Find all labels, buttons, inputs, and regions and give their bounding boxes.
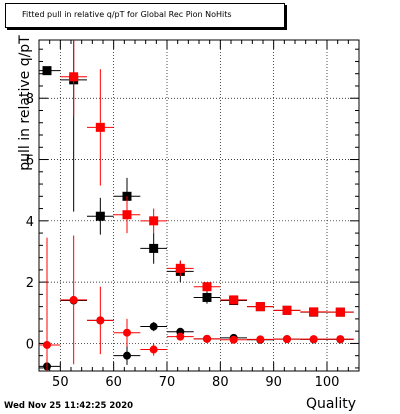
square-marker xyxy=(95,211,105,221)
square-marker xyxy=(69,72,79,82)
plot-frame xyxy=(38,39,360,372)
x-tick-label: 70 xyxy=(159,375,176,390)
square-marker xyxy=(335,307,345,317)
y-axis-label: pull in relative q/pT xyxy=(17,35,33,171)
x-tick-label: 50 xyxy=(52,375,69,390)
chart-title: Fitted pull in relative q/pT for Global … xyxy=(22,10,232,19)
x-axis-label: Quality xyxy=(306,396,357,412)
x-tick-label: 100 xyxy=(315,375,340,390)
tick-labels: 50 60 70 80 90 100 0 2 4 6 8 xyxy=(26,92,340,390)
circle-marker xyxy=(309,335,318,344)
x-tick-label: 90 xyxy=(265,375,282,390)
axis-ticks xyxy=(38,40,360,371)
square-marker xyxy=(42,66,52,76)
circle-marker xyxy=(283,335,291,344)
circle-marker xyxy=(69,295,78,304)
square-marker xyxy=(202,292,212,302)
square-marker xyxy=(122,210,132,220)
circle-marker xyxy=(256,335,265,344)
square-marker xyxy=(255,302,265,312)
circle-marker xyxy=(123,351,131,360)
y-tick-label: 2 xyxy=(26,276,34,291)
circle-marker xyxy=(203,334,211,343)
grid-lines xyxy=(39,40,359,371)
circle-marker xyxy=(123,328,131,337)
circle-marker xyxy=(149,322,158,331)
circle-marker xyxy=(336,335,345,344)
y-tick-label: 6 xyxy=(26,154,34,169)
square-marker xyxy=(282,305,292,315)
square-marker xyxy=(149,216,159,226)
title-box: Fitted pull in relative q/pT for Global … xyxy=(5,3,285,28)
y-tick-label: 0 xyxy=(26,337,34,352)
data-markers xyxy=(39,40,354,371)
x-tick-label: 80 xyxy=(212,375,229,390)
circle-marker xyxy=(176,332,185,341)
circle-marker xyxy=(96,316,105,325)
y-tick-label: 4 xyxy=(26,215,34,230)
circle-marker xyxy=(43,340,51,349)
circle-marker xyxy=(149,345,158,354)
square-marker xyxy=(202,282,212,292)
square-marker xyxy=(309,307,319,317)
square-marker xyxy=(149,243,159,253)
square-marker xyxy=(229,295,239,305)
square-marker xyxy=(175,263,185,273)
square-marker xyxy=(95,122,105,132)
timestamp: Wed Nov 25 11:42:25 2020 xyxy=(4,401,134,411)
y-tick-label: 8 xyxy=(26,92,34,107)
circle-marker xyxy=(229,335,238,344)
x-tick-label: 60 xyxy=(105,375,122,390)
